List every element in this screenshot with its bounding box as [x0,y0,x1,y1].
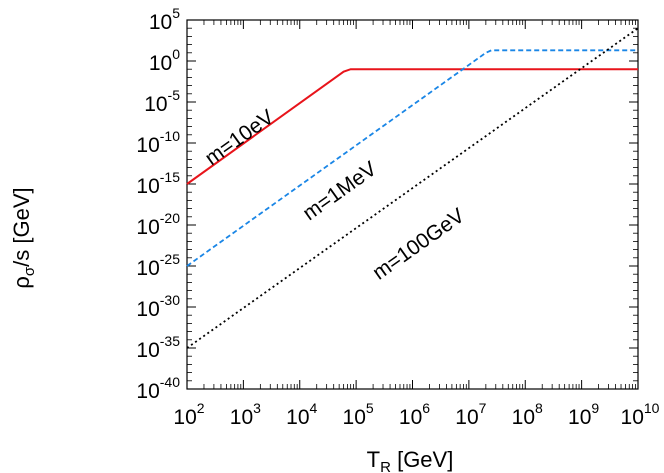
y-tick-label: 10-30 [136,292,180,321]
y-tick-label: 10-5 [144,87,180,116]
series-line-m-1mev [186,49,638,267]
x-tick-label: 1010 [621,400,660,429]
x-tick-label: 103 [230,400,261,429]
y-tick-label: 10-25 [136,251,180,280]
y-tick-label: 10-15 [136,169,180,198]
x-tick-label: 108 [512,400,543,429]
y-tick-label: 105 [149,5,180,34]
x-axis-title: TR [GeV] [367,447,454,473]
tick-labels: 102 103 104 105 106 107 108 109 1010 10-40 10-35 10… [136,5,659,429]
x-tick-label: 102 [173,400,204,429]
curve-label: m=100GeV [368,204,468,285]
y-tick-label: 10-35 [136,333,180,362]
x-tick-label: 106 [399,400,430,429]
x-tick-label: 105 [343,400,374,429]
curve-label: m=1MeV [299,157,381,225]
series-line-m-10ev [186,68,638,185]
y-tick-label: 10-40 [136,374,180,403]
series-line-m-100gev [186,27,639,349]
x-tick-label: 107 [455,400,486,429]
y-tick-label: 10-20 [136,210,180,239]
x-tick-label: 104 [286,400,317,429]
x-tick-label: 109 [568,400,599,429]
y-tick-label: 100 [149,46,180,75]
series-lines [186,27,639,349]
y-axis-title: ρσ/s [GeV] [9,187,38,288]
y-tick-label: 10-10 [136,128,180,157]
curve-label: m=10eV [201,105,278,170]
